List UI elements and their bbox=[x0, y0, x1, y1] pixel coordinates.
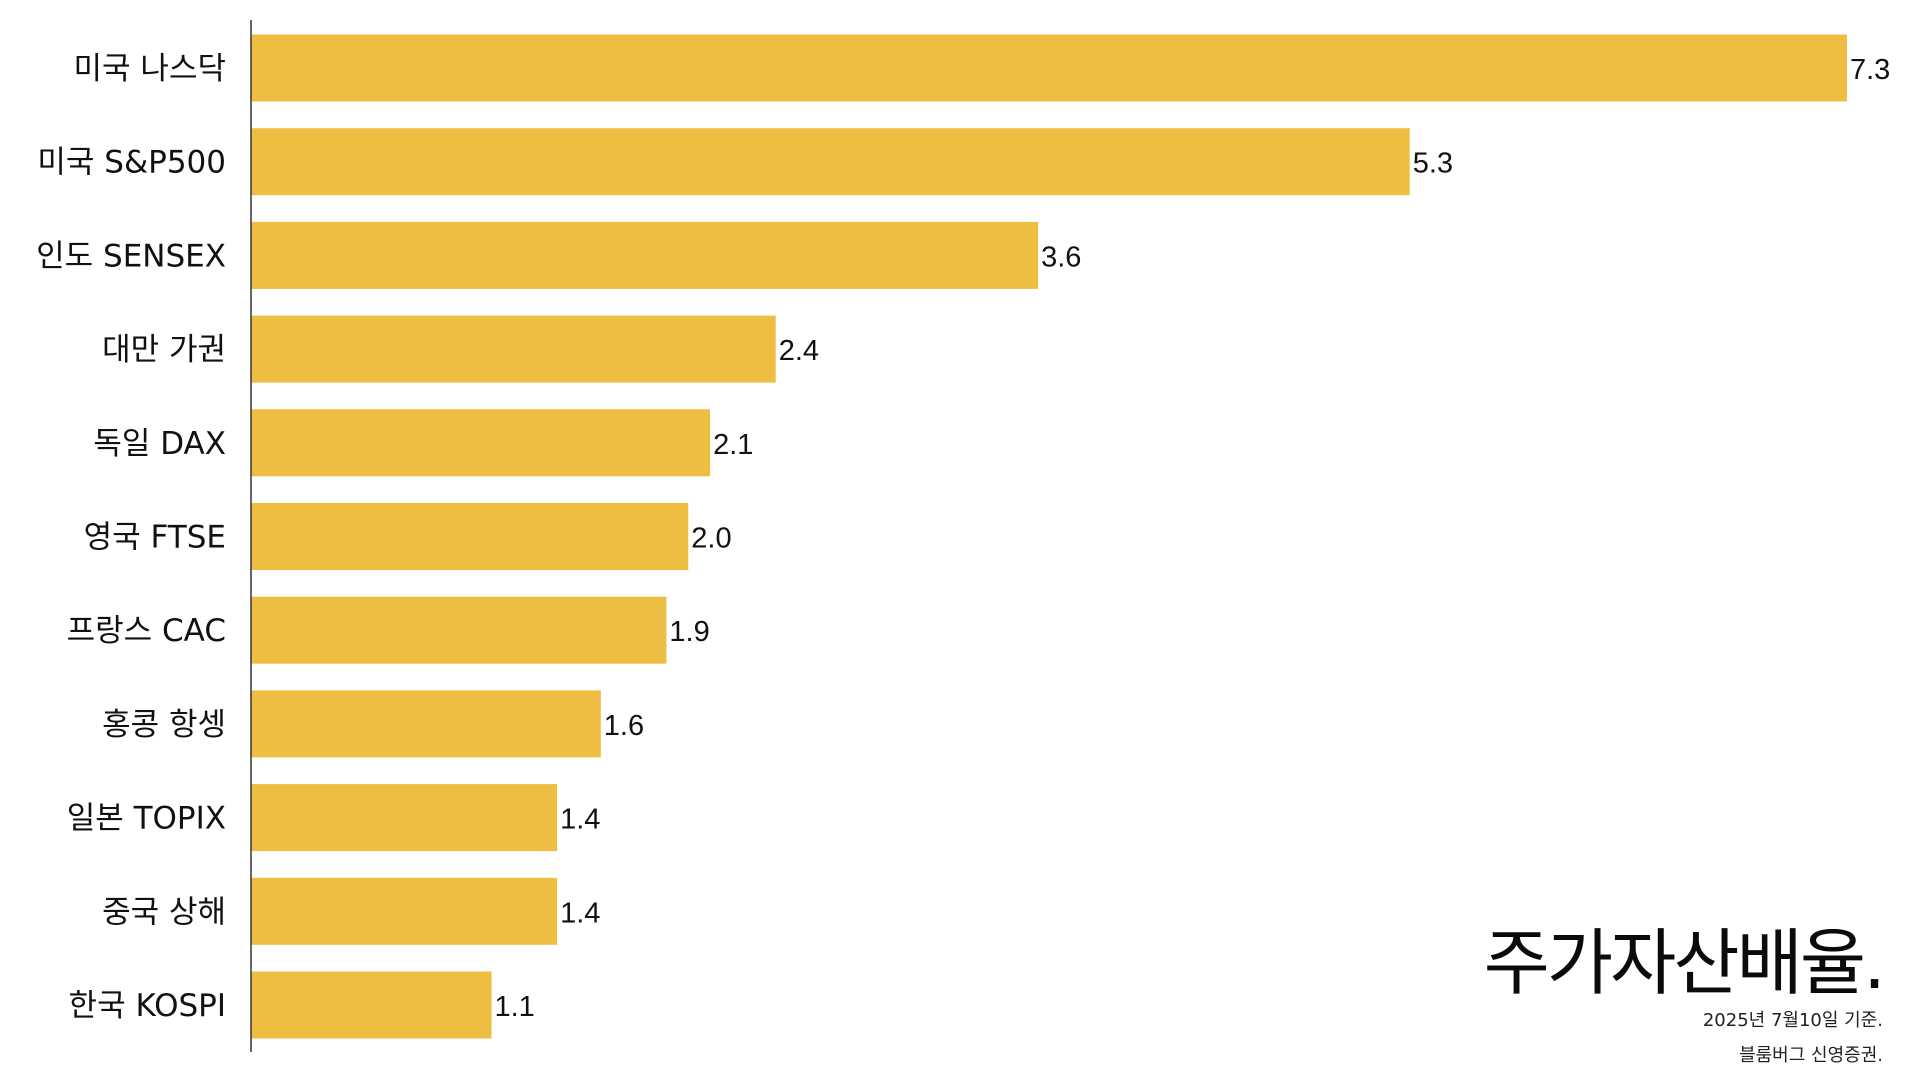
category-label-6: 프랑스 CAC bbox=[67, 613, 226, 649]
value-labels-group: 7.3 5.3 3.6 2.4 2.1 2.0 1.9 1.6 1.4 1.4 1.1 bbox=[495, 54, 1891, 1023]
bars-group bbox=[251, 34, 1847, 1039]
bar-6 bbox=[251, 596, 667, 664]
value-label-9: 1.4 bbox=[560, 897, 600, 929]
value-label-7: 1.6 bbox=[604, 710, 644, 742]
value-label-2: 3.6 bbox=[1041, 241, 1081, 273]
category-label-7: 홍콩 항셍 bbox=[102, 707, 226, 743]
bar-5 bbox=[251, 503, 689, 570]
bar-8 bbox=[251, 784, 558, 852]
value-label-0: 7.3 bbox=[1850, 54, 1890, 86]
bar-0 bbox=[251, 34, 1847, 102]
value-label-5: 2.0 bbox=[691, 523, 731, 555]
category-label-1: 미국 S&P500 bbox=[37, 145, 226, 181]
category-label-5: 영국 FTSE bbox=[84, 520, 226, 556]
value-label-4: 2.1 bbox=[713, 429, 753, 461]
bar-10 bbox=[251, 971, 492, 1039]
category-label-2: 인도 SENSEX bbox=[36, 238, 226, 274]
category-label-9: 중국 상해 bbox=[102, 894, 226, 930]
category-label-10: 한국 KOSPI bbox=[69, 988, 226, 1024]
category-label-0: 미국 나스닥 bbox=[74, 51, 226, 87]
chart-title: 주가자산배율. bbox=[1483, 921, 1886, 1005]
category-label-3: 대만 가권 bbox=[102, 332, 226, 368]
bar-1 bbox=[251, 128, 1410, 196]
value-label-8: 1.4 bbox=[560, 804, 600, 836]
date-note: 2025년 7월10일 기준. bbox=[1702, 1010, 1883, 1031]
bar-2 bbox=[251, 221, 1039, 289]
bar-9 bbox=[251, 877, 558, 945]
bar-3 bbox=[251, 315, 776, 383]
value-label-1: 5.3 bbox=[1413, 148, 1453, 180]
value-label-10: 1.1 bbox=[495, 991, 535, 1023]
bar-7 bbox=[251, 690, 601, 758]
category-label-8: 일본 TOPIX bbox=[67, 801, 226, 837]
value-label-3: 2.4 bbox=[779, 335, 819, 367]
value-label-6: 1.9 bbox=[669, 616, 709, 648]
category-label-4: 독일 DAX bbox=[93, 426, 226, 462]
bar-4 bbox=[251, 409, 711, 477]
source-note: 블룸버그 신영증권. bbox=[1739, 1045, 1883, 1066]
